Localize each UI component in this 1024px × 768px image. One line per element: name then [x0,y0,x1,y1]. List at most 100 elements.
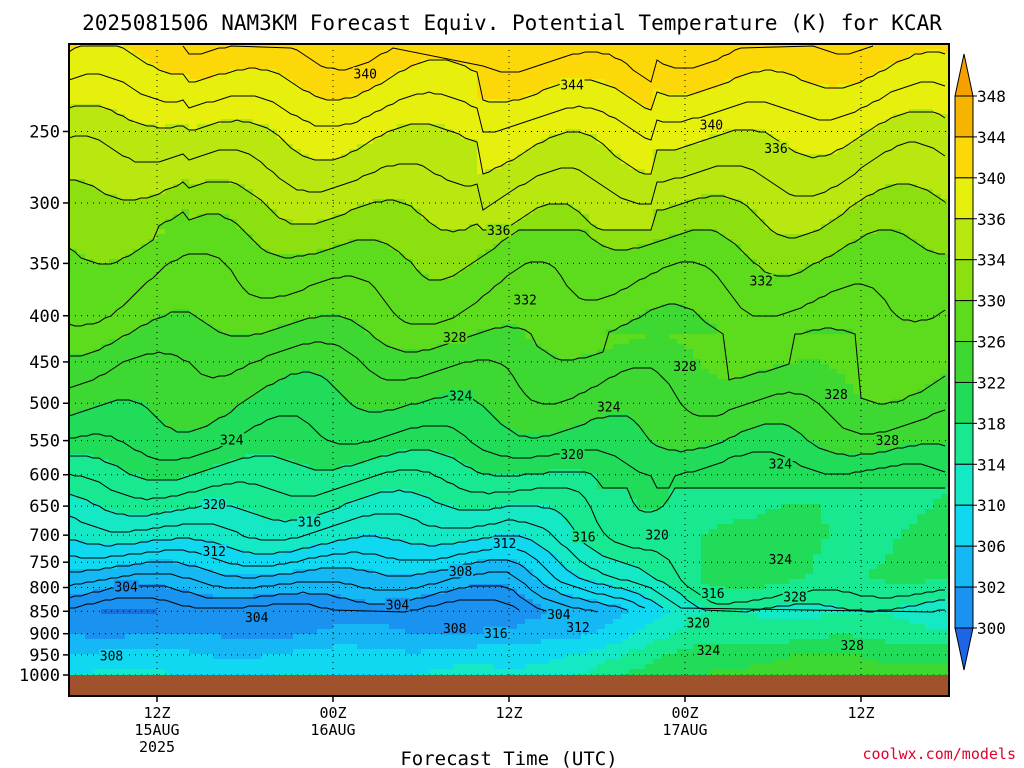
x-axis-label: Forecast Time (UTC) [400,748,617,768]
x-tick-label: 12Z [143,704,170,722]
y-tick-label: 400 [29,307,60,327]
axes: 250 300 350 400 450 500 550 600 650 700 750 800 850 9… [19,43,950,756]
contour-label: 328 [443,331,466,346]
colorbar-swatch [954,381,974,424]
contour-label-bg [442,330,468,344]
contour-line [69,253,946,327]
colorbar-label: 330 [977,292,1006,311]
contour-label-bg [297,515,322,529]
contour-line [69,371,946,457]
contour-label: 320 [686,617,709,632]
credit-text: coolwx.com/models [862,745,1016,763]
contour-line [69,585,550,613]
contour-label-bg [483,626,509,640]
contour-line [69,341,946,435]
contour-label-bg [700,586,726,600]
contour-label-bg [512,292,538,306]
contour-label: 328 [876,434,899,449]
contour-label: 308 [449,565,472,580]
contour-line [69,73,946,141]
contour-label: 324 [769,553,793,568]
contour-label: 304 [114,581,138,596]
y-tick-label: 800 [29,579,60,599]
colorbar-label: 344 [977,128,1006,147]
contour-label-bg [565,620,591,634]
contour-line [69,571,598,613]
contour-label-bg [672,359,698,373]
contour-line [69,449,945,513]
colorbar-label: 322 [977,373,1006,392]
contour-label-bg [596,400,622,414]
contour-label-bg [559,77,585,91]
contour-label-bg [823,387,849,401]
contour-label-bg [352,67,378,81]
contour-label-bg [546,607,572,621]
contour-label-bg [448,389,473,403]
contour-label: 328 [840,639,863,654]
contour-label: 316 [701,587,724,602]
colorbar-swatch [954,545,974,588]
ground-surface [69,675,949,696]
contour-label-bg [99,649,124,663]
contour-label-bg [201,497,227,511]
contour-label: 312 [566,621,589,636]
colorbar-label: 300 [977,619,1006,638]
contour-label: 332 [513,293,536,308]
contour-label: 316 [572,530,595,545]
contour-line [69,105,946,175]
contour-line [69,559,628,611]
contour-label-bg [696,643,721,657]
contour-label-bg [763,141,789,155]
contour-label-bg [486,223,512,237]
x-tick-label: 2025 [139,738,175,756]
x-tick-label: 15AUG [134,721,179,739]
contour-label-bg [385,597,410,611]
y-tick-label: 1000 [19,666,60,686]
y-tick-label: 600 [29,466,60,486]
contour-label: 320 [560,448,583,463]
contour-label: 324 [449,390,473,405]
colorbar-swatch [954,504,974,547]
chart-title: 2025081506 NAM3KM Forecast Equiv. Potent… [82,11,942,35]
colorbar-extend-high [954,53,974,97]
colorbar-label: 302 [977,578,1006,597]
contour-label-bg [442,621,468,635]
contour-label-bg [767,552,793,566]
colorbar-label: 340 [977,169,1006,188]
contour-label: 340 [354,68,377,83]
colorbar-label: 326 [977,333,1006,352]
y-tick-label: 450 [29,353,60,373]
contour-label-bg [571,529,597,543]
x-tick-label: 12Z [847,704,874,722]
contour-label: 312 [202,545,225,560]
x-tick-label: 16AUG [310,721,355,739]
contour-label-bg [113,580,139,594]
contour-label-bg [201,544,227,558]
y-tick-label: 500 [29,394,60,414]
contour-label: 344 [560,78,584,93]
colorbar-label: 310 [977,496,1006,515]
contour-label-bg [875,433,900,447]
contour-label: 328 [673,360,696,375]
y-tick-label: 850 [29,602,60,622]
contour-label-bg [492,536,517,550]
colorbar-swatch [954,177,974,220]
contour-label: 304 [386,598,410,613]
contour-line [69,597,520,613]
contour-label: 304 [245,611,269,626]
colorbar-swatch [954,259,974,302]
colorbar-swatch [954,422,974,465]
contour-label-bg [767,457,793,471]
colorbar-label: 348 [977,87,1006,106]
colorbar-label: 336 [977,210,1006,229]
contour-label-bg [244,610,270,624]
contour-label: 304 [547,608,571,623]
contour-line [69,135,946,211]
y-tick-label: 350 [29,254,60,274]
contour-label: 336 [764,142,787,157]
y-tick-label: 550 [29,432,60,452]
contour-label-bg [219,432,245,446]
contour-label: 308 [443,622,466,637]
contour-label-bg [685,616,711,630]
